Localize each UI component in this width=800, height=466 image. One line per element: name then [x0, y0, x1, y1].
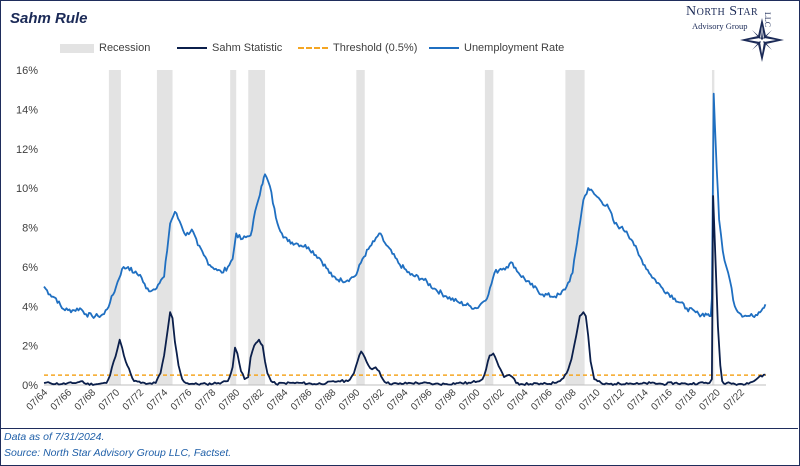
legend-item-sahm: Sahm Statistic	[177, 42, 282, 54]
x-tick-label-6: 07/76	[169, 387, 195, 413]
x-tick-label-14: 07/92	[361, 387, 387, 413]
recession-band-6	[565, 70, 585, 385]
x-tick-label-22: 07/08	[553, 387, 579, 413]
recession-band-4	[356, 70, 365, 385]
legend-label-sahm: Sahm Statistic	[212, 42, 283, 55]
legend-swatch-recession	[60, 43, 94, 53]
recession-band-3	[248, 70, 266, 385]
footer-source: Source: North Star Advisory Group LLC, F…	[4, 447, 232, 459]
x-tick-label-16: 07/96	[409, 387, 435, 413]
x-tick-label-24: 07/12	[601, 387, 627, 413]
footer: Data as of 7/31/2024. Source: North Star…	[0, 428, 798, 465]
x-tick-label-19: 07/02	[481, 387, 507, 413]
recession-band-5	[484, 70, 494, 385]
y-tick-label-2: 4%	[22, 301, 38, 313]
legend-item-recession: Recession	[60, 42, 150, 54]
y-tick-label-1: 2%	[22, 341, 38, 353]
chart-plot: 0%2%4%6%8%10%12%14%16%07/6407/6607/6807/…	[16, 65, 767, 413]
y-tick-label-7: 14%	[16, 104, 38, 116]
x-tick-label-10: 07/84	[265, 387, 291, 413]
legend-swatch-threshold	[298, 47, 328, 50]
recession-band-1	[156, 70, 173, 385]
x-tick-label-2: 07/68	[73, 387, 99, 413]
y-tick-label-0: 0%	[22, 380, 38, 392]
x-tick-label-9: 07/82	[241, 387, 267, 413]
x-tick-label-7: 07/78	[193, 387, 219, 413]
x-tick-label-26: 07/16	[649, 387, 675, 413]
legend-item-unemployment: Unemployment Rate	[429, 42, 564, 54]
x-tick-label-23: 07/10	[577, 387, 603, 413]
y-tick-label-5: 10%	[16, 183, 38, 195]
legend-swatch-unemployment	[429, 47, 459, 50]
legend-label-recession: Recession	[99, 42, 151, 55]
y-tick-label-6: 12%	[16, 144, 38, 156]
x-tick-label-3: 07/70	[97, 387, 123, 413]
legend-label-unemployment: Unemployment Rate	[464, 42, 565, 55]
x-tick-label-20: 07/04	[505, 387, 531, 413]
x-tick-label-1: 07/66	[49, 387, 75, 413]
chart-title: Sahm Rule	[10, 10, 88, 27]
series-line-unemployment	[43, 92, 767, 319]
recession-band-2	[230, 70, 237, 385]
logo-brand-text: North Star	[686, 4, 759, 19]
y-tick-label-4: 8%	[22, 223, 38, 235]
x-tick-label-4: 07/72	[121, 387, 147, 413]
legend-label-threshold: Threshold (0.5%)	[333, 42, 418, 55]
x-tick-label-28: 07/20	[697, 387, 723, 413]
recession-band-0	[108, 70, 121, 385]
y-tick-label-8: 16%	[16, 65, 38, 77]
footer-note: Data as of 7/31/2024.	[4, 431, 105, 443]
x-tick-label-13: 07/90	[337, 387, 363, 413]
x-tick-label-25: 07/14	[625, 387, 651, 413]
x-tick-label-15: 07/94	[385, 387, 411, 413]
legend-swatch-sahm	[177, 47, 207, 50]
y-tick-label-3: 6%	[22, 262, 38, 274]
x-tick-label-21: 07/06	[529, 387, 555, 413]
x-tick-label-8: 07/80	[217, 387, 243, 413]
x-tick-label-5: 07/74	[145, 387, 171, 413]
x-tick-label-29: 07/22	[721, 387, 747, 413]
x-tick-label-18: 07/00	[457, 387, 483, 413]
x-tick-label-12: 07/88	[313, 387, 339, 413]
legend-item-threshold: Threshold (0.5%)	[298, 42, 417, 54]
compass-star-icon	[740, 18, 784, 62]
x-tick-label-17: 07/98	[433, 387, 459, 413]
x-tick-label-11: 07/86	[289, 387, 315, 413]
company-logo: North Star Advisory Group LLC	[682, 2, 794, 64]
logo-sub-text: Advisory Group	[692, 21, 748, 31]
x-tick-label-27: 07/18	[673, 387, 699, 413]
series-line-sahm	[43, 195, 766, 386]
